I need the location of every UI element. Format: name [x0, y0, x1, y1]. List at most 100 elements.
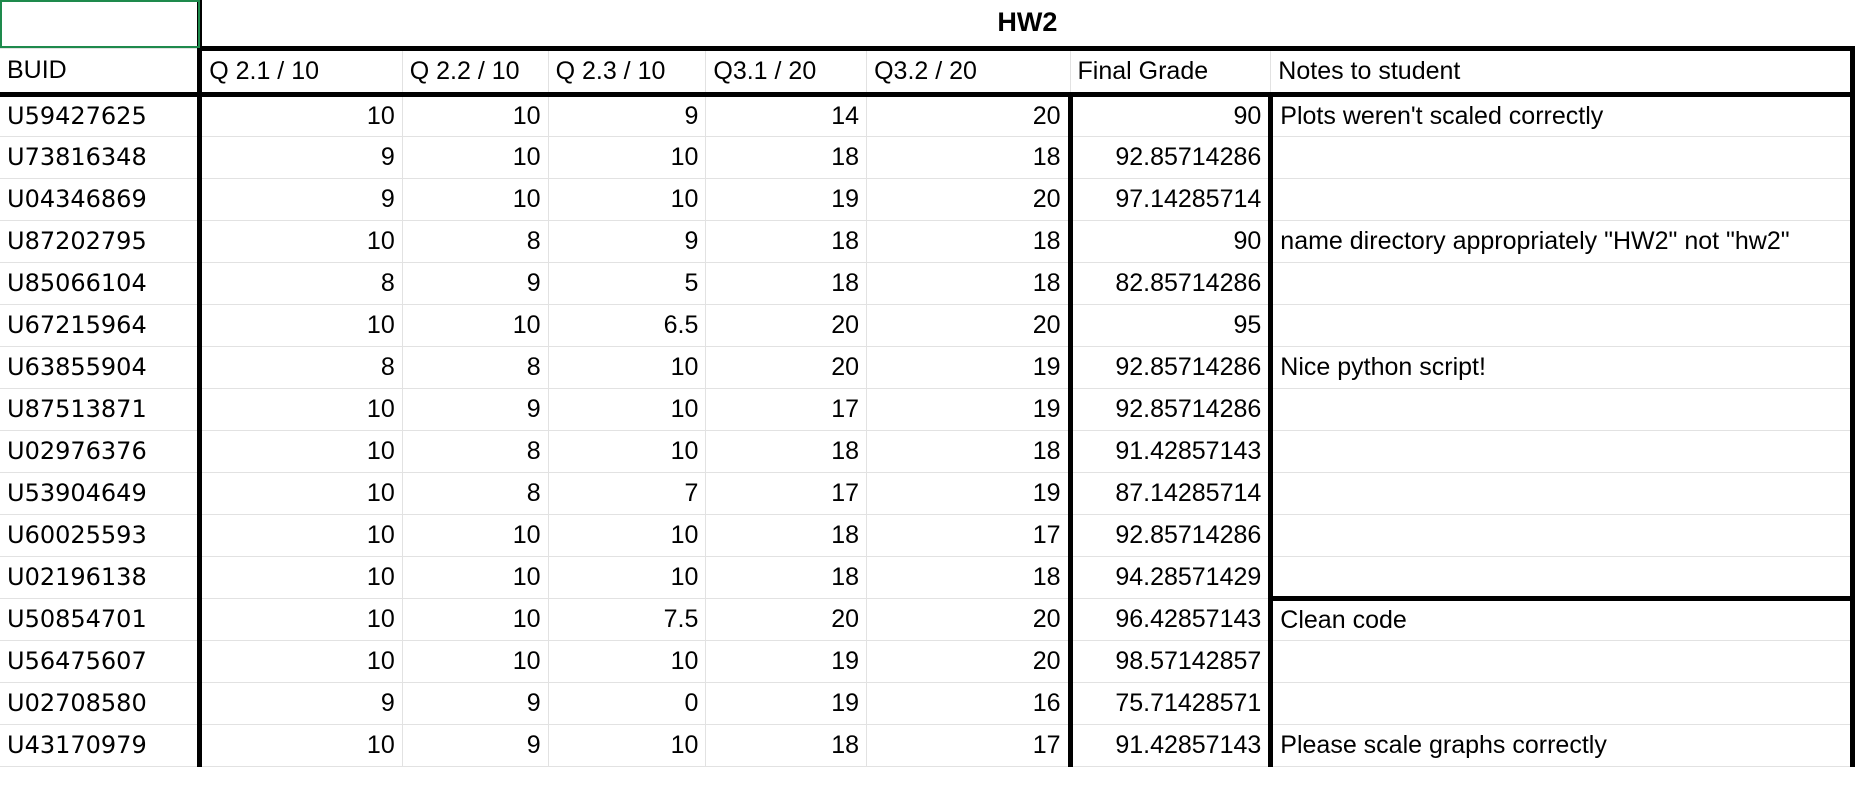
cell-q23[interactable]: 5 — [548, 262, 707, 305]
cell-final[interactable]: 91.42857143 — [1067, 724, 1272, 767]
cell-note[interactable]: name directory appropriately "HW2" not "… — [1268, 220, 1855, 263]
cell-final[interactable]: 92.85714286 — [1067, 388, 1272, 431]
cell-q22[interactable]: 9 — [402, 388, 549, 431]
cell-note[interactable]: Plots weren't scaled correctly — [1268, 94, 1855, 137]
cell-final[interactable]: 94.28571429 — [1067, 556, 1272, 599]
cell-note[interactable] — [1268, 388, 1855, 431]
cell-note[interactable] — [1268, 640, 1855, 683]
cell-q32[interactable]: 20 — [866, 304, 1071, 347]
cell-q22[interactable]: 10 — [402, 598, 549, 641]
cell-q23[interactable]: 9 — [548, 94, 707, 137]
header-q32[interactable]: Q3.2 / 20 — [866, 48, 1071, 97]
header-q23[interactable]: Q 2.3 / 10 — [548, 48, 707, 97]
cell-q23[interactable]: 10 — [548, 136, 707, 179]
cell-q31[interactable]: 18 — [705, 514, 868, 557]
cell-note[interactable] — [1268, 472, 1855, 515]
cell-buid[interactable]: U02196138 — [0, 556, 201, 599]
cell-buid[interactable]: U87513871 — [0, 388, 201, 431]
cell-q21[interactable]: 9 — [197, 136, 403, 179]
cell-buid[interactable]: U56475607 — [0, 640, 201, 683]
cell-q22[interactable]: 10 — [402, 94, 549, 137]
cell-q23[interactable]: 7.5 — [548, 598, 707, 641]
cell-buid[interactable]: U60025593 — [0, 514, 201, 557]
cell-q31[interactable]: 18 — [705, 220, 868, 263]
cell-q23[interactable]: 10 — [548, 430, 707, 473]
cell-buid[interactable]: U73816348 — [0, 136, 201, 179]
cell-q32[interactable]: 18 — [866, 556, 1071, 599]
cell-q31[interactable]: 17 — [705, 472, 868, 515]
header-q31[interactable]: Q3.1 / 20 — [705, 48, 868, 97]
cell-q21[interactable]: 10 — [197, 640, 403, 683]
cell-buid[interactable]: U02708580 — [0, 682, 201, 725]
cell-buid[interactable]: U63855904 — [0, 346, 201, 389]
cell-final[interactable]: 96.42857143 — [1067, 598, 1272, 641]
cell-q21[interactable]: 10 — [197, 514, 403, 557]
cell-q21[interactable]: 10 — [197, 430, 403, 473]
cell-buid[interactable]: U85066104 — [0, 262, 201, 305]
cell-q32[interactable]: 20 — [866, 94, 1071, 137]
cell-q31[interactable]: 19 — [705, 640, 868, 683]
cell-q32[interactable]: 19 — [866, 388, 1071, 431]
header-notes[interactable]: Notes to student — [1270, 48, 1855, 97]
cell-q21[interactable]: 10 — [197, 724, 403, 767]
cell-note[interactable] — [1268, 262, 1855, 305]
cell-buid[interactable]: U43170979 — [0, 724, 201, 767]
cell-final[interactable]: 92.85714286 — [1067, 136, 1272, 179]
cell-q32[interactable]: 18 — [866, 262, 1071, 305]
header-q21[interactable]: Q 2.1 / 10 — [197, 48, 403, 97]
cell-q32[interactable]: 19 — [866, 472, 1071, 515]
cell-q21[interactable]: 10 — [197, 556, 403, 599]
cell-note[interactable] — [1268, 136, 1855, 179]
cell-buid[interactable]: U50854701 — [0, 598, 201, 641]
header-q22[interactable]: Q 2.2 / 10 — [402, 48, 549, 97]
header-buid[interactable]: BUID — [0, 48, 201, 97]
cell-q22[interactable]: 8 — [402, 472, 549, 515]
cell-q23[interactable]: 10 — [548, 640, 707, 683]
cell-q21[interactable]: 10 — [197, 220, 403, 263]
cell-final[interactable]: 90 — [1067, 220, 1272, 263]
cell-q21[interactable]: 10 — [197, 94, 403, 137]
cell-q31[interactable]: 19 — [705, 682, 868, 725]
cell-q32[interactable]: 16 — [866, 682, 1071, 725]
cell-q21[interactable]: 9 — [197, 682, 403, 725]
cell-note[interactable] — [1268, 682, 1855, 725]
cell-q22[interactable]: 10 — [402, 514, 549, 557]
cell-q31[interactable]: 20 — [705, 598, 868, 641]
cell-q21[interactable]: 8 — [197, 262, 403, 305]
cell-q22[interactable]: 8 — [402, 346, 549, 389]
cell-q22[interactable]: 10 — [402, 136, 549, 179]
cell-q23[interactable]: 10 — [548, 178, 707, 221]
cell-note[interactable] — [1268, 430, 1855, 473]
cell-buid[interactable]: U59427625 — [0, 94, 201, 137]
cell-q22[interactable]: 10 — [402, 178, 549, 221]
cell-q21[interactable]: 10 — [197, 472, 403, 515]
cell-final[interactable]: 91.42857143 — [1067, 430, 1272, 473]
cell-q23[interactable]: 10 — [548, 514, 707, 557]
cell-final[interactable]: 98.57142857 — [1067, 640, 1272, 683]
cell-note[interactable] — [1268, 304, 1855, 347]
cell-q31[interactable]: 18 — [705, 262, 868, 305]
selected-cell[interactable] — [0, 0, 201, 49]
cell-note[interactable] — [1268, 178, 1855, 221]
cell-q22[interactable]: 10 — [402, 304, 549, 347]
cell-note[interactable] — [1268, 556, 1855, 601]
cell-q22[interactable]: 9 — [402, 262, 549, 305]
cell-buid[interactable]: U67215964 — [0, 304, 201, 347]
cell-q22[interactable]: 9 — [402, 682, 549, 725]
cell-q32[interactable]: 18 — [866, 220, 1071, 263]
cell-q23[interactable]: 7 — [548, 472, 707, 515]
cell-note[interactable] — [1268, 514, 1855, 557]
cell-q21[interactable]: 10 — [197, 388, 403, 431]
cell-q21[interactable]: 9 — [197, 178, 403, 221]
cell-q23[interactable]: 10 — [548, 556, 707, 599]
cell-q23[interactable]: 10 — [548, 388, 707, 431]
cell-q31[interactable]: 18 — [705, 136, 868, 179]
cell-q32[interactable]: 18 — [866, 136, 1071, 179]
cell-q32[interactable]: 18 — [866, 430, 1071, 473]
cell-final[interactable]: 82.85714286 — [1067, 262, 1272, 305]
cell-buid[interactable]: U87202795 — [0, 220, 201, 263]
sheet-title[interactable]: HW2 — [197, 0, 1853, 51]
cell-q31[interactable]: 18 — [705, 724, 868, 767]
cell-buid[interactable]: U02976376 — [0, 430, 201, 473]
cell-q32[interactable]: 19 — [866, 346, 1071, 389]
